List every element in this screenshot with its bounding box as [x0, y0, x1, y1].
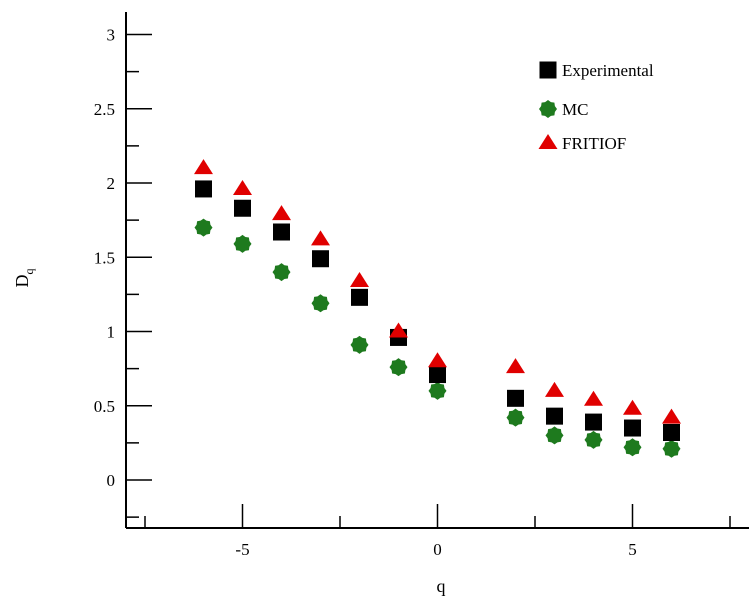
fritiof-point	[428, 352, 447, 368]
experimental-point	[351, 288, 368, 306]
mc-point	[584, 430, 603, 449]
experimental-point	[507, 389, 524, 407]
experimental-point	[546, 407, 563, 425]
x-tick-label: -5	[235, 540, 249, 559]
fritiof-point	[389, 322, 408, 338]
series-mc	[194, 218, 681, 458]
legend-marker	[539, 61, 557, 79]
experimental-point	[585, 413, 602, 431]
legend-marker	[539, 100, 557, 118]
mc-point	[350, 335, 369, 354]
y-tick-label: 2	[107, 174, 116, 193]
y-axis-title-subscript: q	[22, 269, 36, 275]
mc-point	[233, 234, 252, 253]
fritiof-point	[194, 159, 213, 175]
x-tick-label: 0	[433, 540, 442, 559]
y-tick-label: 1	[107, 323, 116, 342]
mc-point	[623, 438, 642, 457]
data-points	[194, 159, 681, 458]
fritiof-point	[662, 408, 681, 424]
legend-label: Experimental	[562, 61, 654, 80]
mc-point	[506, 408, 525, 427]
legend-marker	[538, 134, 558, 149]
experimental-point	[234, 199, 251, 217]
x-axis-title: q	[437, 576, 446, 596]
fritiof-point	[311, 230, 330, 246]
fritiof-point	[545, 381, 564, 397]
experimental-point	[312, 250, 329, 268]
mc-point	[272, 263, 291, 282]
mc-point	[662, 439, 681, 458]
x-tick-label: 5	[628, 540, 637, 559]
mc-point	[311, 294, 330, 313]
experimental-point	[195, 180, 212, 198]
y-tick-label: 2.5	[94, 100, 115, 119]
fritiof-point	[506, 358, 525, 374]
y-tick-label: 1.5	[94, 248, 115, 267]
legend-item-fritiof: FRITIOF	[538, 134, 626, 153]
legend-label: FRITIOF	[562, 134, 626, 153]
axes	[125, 12, 749, 529]
fritiof-point	[233, 179, 252, 195]
legend-item-experimental: Experimental	[539, 61, 654, 80]
experimental-point	[273, 223, 290, 241]
experimental-point	[624, 419, 641, 437]
fritiof-point	[272, 205, 291, 221]
y-tick-label: 0	[107, 471, 116, 490]
fritiof-point	[623, 399, 642, 415]
series-experimental	[195, 180, 680, 441]
legend-label: MC	[562, 100, 588, 119]
mc-point	[389, 358, 408, 377]
y-tick-label: 3	[107, 26, 116, 45]
legend-item-mc: MC	[539, 100, 588, 119]
ticks: 0 0.5 1 1.5 2 2.5 3 -5 0 5	[94, 26, 731, 559]
mc-point	[194, 218, 213, 237]
experimental-point	[663, 423, 680, 441]
fritiof-point	[584, 390, 603, 406]
fritiof-point	[350, 272, 369, 288]
y-axis-title-base: D	[12, 275, 32, 288]
y-tick-label: 0.5	[94, 397, 115, 416]
mc-point	[545, 426, 564, 445]
legend: Experimental MC FRITIOF	[538, 61, 654, 153]
series-fritiof	[194, 159, 681, 424]
y-axis-title: Dq	[12, 269, 36, 288]
svg-text:Dq: Dq	[12, 269, 36, 288]
experimental-point	[429, 366, 446, 384]
mc-point	[428, 381, 447, 400]
